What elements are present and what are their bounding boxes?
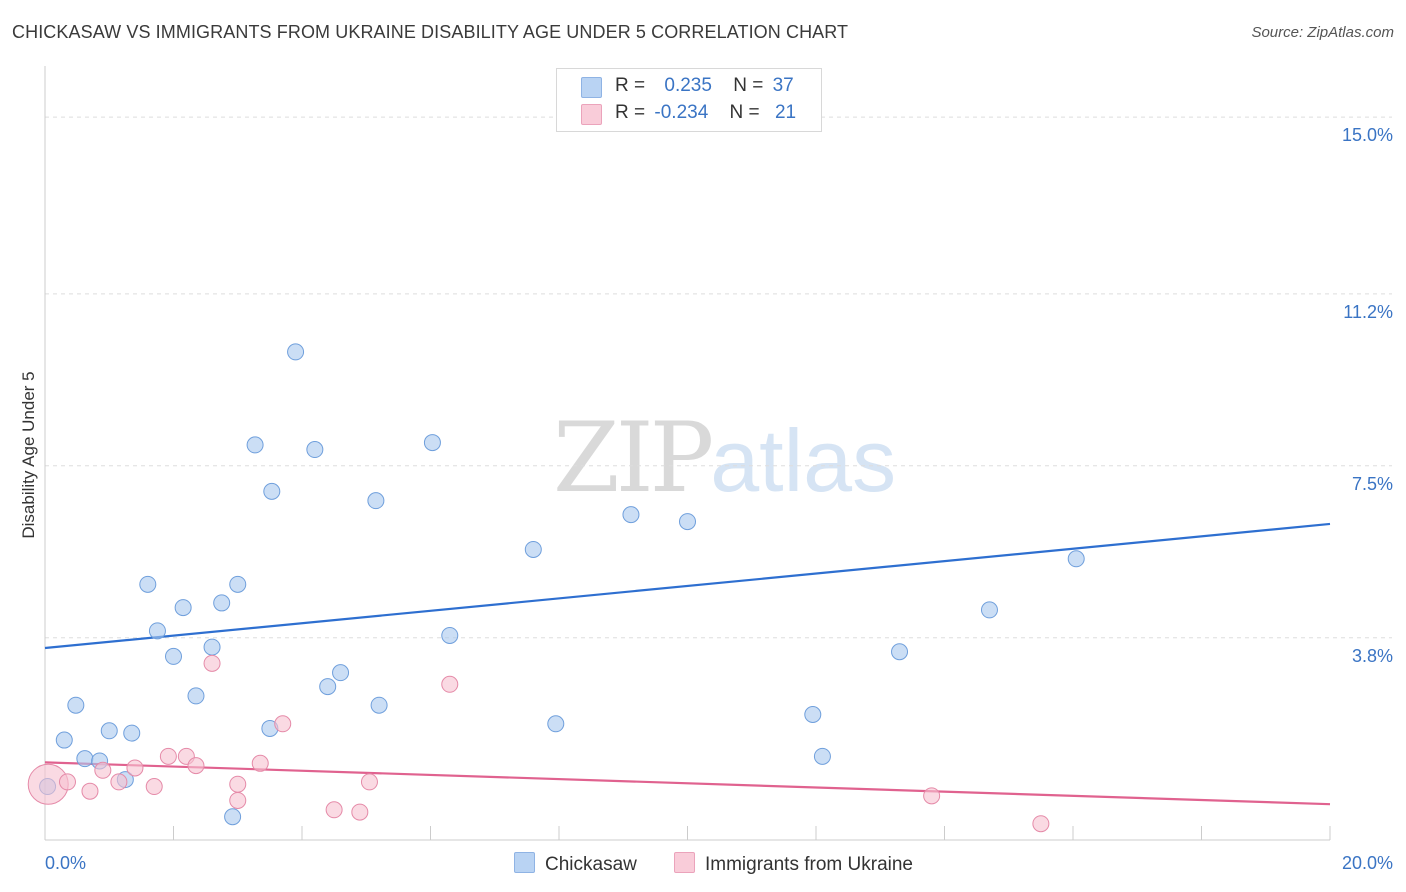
ukraine-legend-label: Immigrants from Ukraine — [705, 854, 913, 875]
n-label: N = — [733, 75, 764, 96]
n-value: 21 — [774, 102, 797, 123]
watermark-atlas: atlas — [710, 411, 897, 510]
chickasaw-legend-label: Chickasaw — [545, 854, 637, 875]
legend-item-ukraine: Immigrants from Ukraine — [674, 852, 913, 876]
chickasaw-point — [441, 626, 459, 644]
n-value: 37 — [772, 75, 794, 96]
chickasaw-point — [213, 594, 231, 612]
ukraine-point — [923, 787, 941, 805]
watermark: ZIPatlas — [553, 402, 896, 514]
chickasaw-point — [229, 575, 247, 593]
chickasaw-point — [246, 436, 264, 454]
chickasaw-point — [224, 808, 242, 826]
chickasaw-point — [55, 731, 73, 749]
chickasaw-point — [165, 647, 182, 665]
chickasaw-point — [174, 599, 192, 617]
chickasaw-point — [524, 540, 542, 558]
chickasaw-point — [423, 434, 441, 452]
ukraine-point — [145, 778, 163, 796]
chickasaw-swatch — [581, 77, 602, 98]
ukraine-point — [159, 747, 177, 765]
source-note: Source: ZipAtlas.com — [1251, 24, 1394, 41]
y-tick-label: 3.8% — [1352, 646, 1393, 666]
x-tick-label: 0.0% — [45, 853, 86, 873]
chickasaw-trend-line — [44, 522, 1331, 650]
chickasaw-point — [187, 687, 205, 705]
y-tick-label: 7.5% — [1352, 474, 1393, 494]
ukraine-point — [58, 773, 76, 791]
ukraine-point — [126, 759, 144, 777]
ukraine-point — [203, 654, 221, 672]
ukraine-point — [325, 801, 343, 819]
chickasaw-point — [306, 441, 324, 459]
chickasaw-point — [203, 638, 221, 656]
chickasaw-point — [319, 678, 337, 696]
chickasaw-point — [813, 747, 831, 765]
chart-title: CHICKASAW VS IMMIGRANTS FROM UKRAINE DIS… — [12, 22, 849, 42]
axes — [44, 66, 1331, 841]
chickasaw-point — [980, 601, 998, 619]
ukraine-point — [274, 715, 292, 733]
ukraine-point — [94, 761, 112, 779]
n-label: N = — [729, 102, 760, 123]
chickasaw-point — [370, 696, 388, 714]
ukraine-point — [441, 675, 459, 693]
ukraine-point — [360, 773, 378, 791]
data-points — [27, 343, 1085, 833]
r-label: R = — [615, 102, 646, 123]
ukraine-point — [229, 775, 247, 793]
ukraine-point — [110, 773, 128, 791]
tick-labels: 15.0% 11.2% 7.5% 3.8% 0.0% 20.0% — [45, 125, 1393, 873]
stats-legend: R = 0.235 N = 37 R = -0.234 N = 21 — [556, 68, 822, 132]
ukraine-point — [81, 782, 99, 800]
chickasaw-point — [547, 715, 565, 733]
chickasaw-point — [679, 513, 696, 531]
r-value: 0.235 — [664, 75, 712, 96]
chickasaw-point — [622, 506, 640, 524]
y-axis-label: Disability Age Under 5 — [19, 371, 38, 538]
ukraine-point — [229, 791, 247, 809]
chickasaw-point — [123, 724, 141, 742]
chickasaw-point — [100, 722, 118, 740]
r-value: -0.234 — [654, 102, 709, 123]
legend-item-chickasaw: Chickasaw — [514, 852, 637, 876]
ukraine-point — [351, 803, 369, 821]
ukraine-swatch — [581, 104, 602, 125]
chickasaw-point — [367, 492, 385, 510]
chickasaw-point — [148, 622, 166, 640]
chickasaw-point — [67, 696, 85, 714]
chickasaw-legend-swatch — [514, 852, 535, 873]
chickasaw-point — [1067, 550, 1085, 568]
x-tick-label: 20.0% — [1342, 853, 1393, 873]
ukraine-legend-swatch — [674, 852, 695, 873]
grid — [45, 116, 1392, 639]
chickasaw-point — [891, 643, 909, 661]
chickasaw-point — [287, 343, 305, 361]
ukraine-point — [251, 754, 269, 772]
chickasaw-point — [263, 482, 281, 500]
trend-lines — [44, 522, 1331, 806]
ukraine-point — [187, 757, 205, 775]
chickasaw-point — [804, 705, 822, 723]
chickasaw-point — [76, 750, 94, 768]
y-tick-label: 15.0% — [1342, 125, 1393, 145]
y-tick-label: 11.2% — [1343, 302, 1393, 322]
r-label: R = — [615, 75, 646, 96]
ukraine-point — [1032, 815, 1050, 833]
chickasaw-point — [139, 575, 157, 593]
chickasaw-point — [332, 664, 350, 682]
watermark-zip: ZIP — [553, 402, 714, 514]
